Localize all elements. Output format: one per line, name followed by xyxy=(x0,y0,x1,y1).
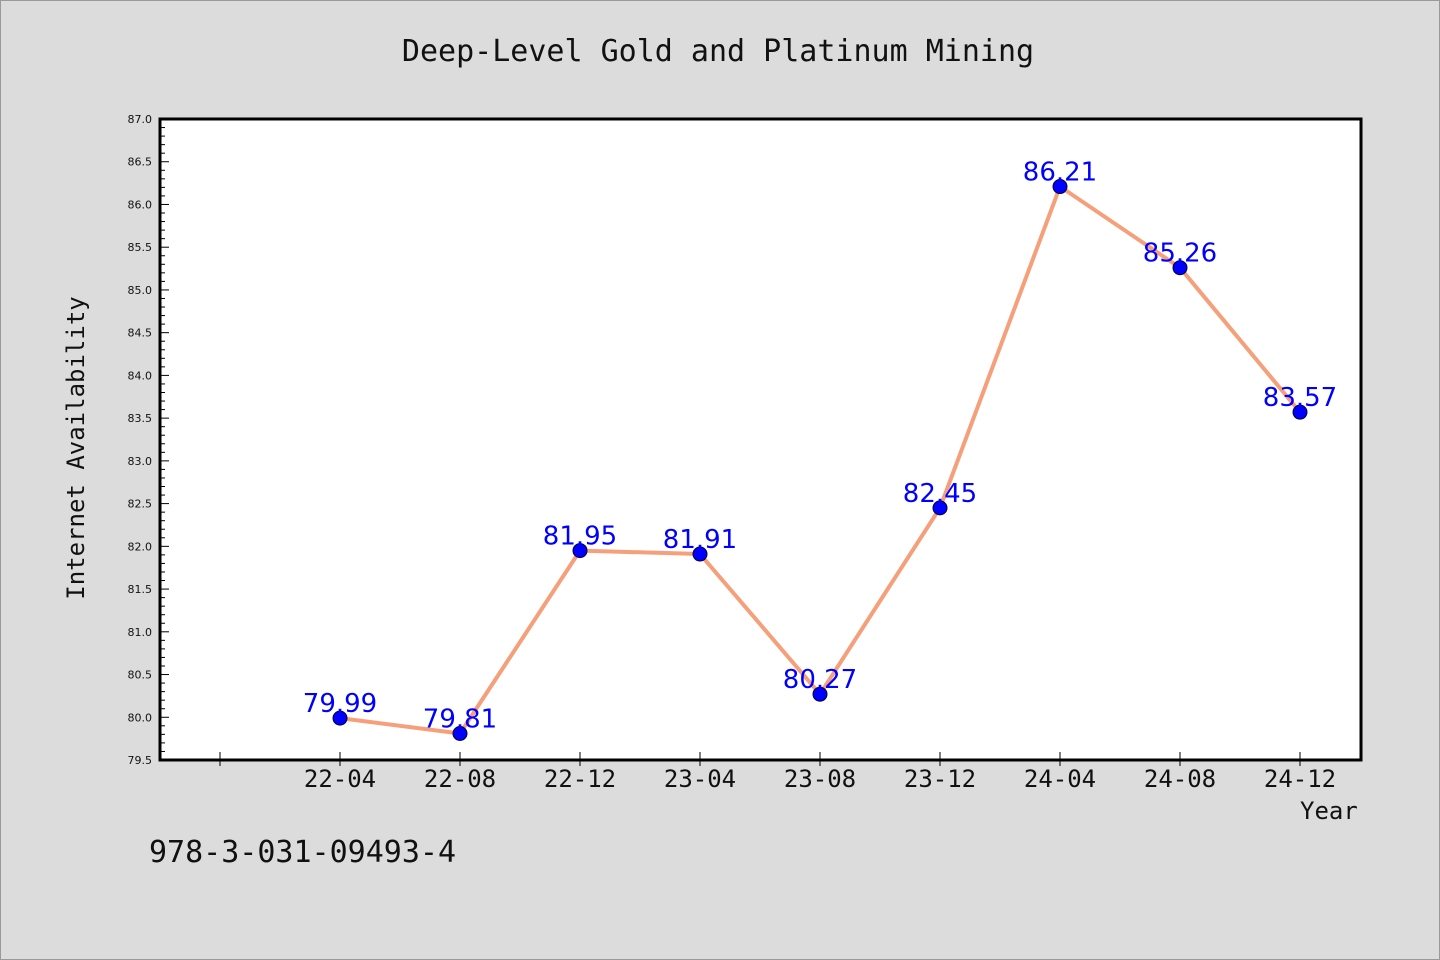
data-label: 79.81 xyxy=(423,705,497,735)
data-label: 79.99 xyxy=(303,689,377,719)
y-tick-label: 84.5 xyxy=(128,327,153,340)
data-point-marker xyxy=(812,686,828,702)
x-tick-label: 22-12 xyxy=(544,765,616,793)
data-label: 81.95 xyxy=(543,522,617,552)
x-tick-label: 24-04 xyxy=(1024,765,1096,793)
y-axis-ticks: 79.5 80.0 80.5 81.0 81.5 82.0 82.5 83.0 83.5 84.0… xyxy=(128,113,169,767)
data-labels-group: 79.99 79.81 81.95 81.91 80.27 82.45 86.21 85.26… xyxy=(303,158,1337,735)
chart-title: Deep-Level Gold and Platinum Mining xyxy=(401,34,1035,69)
data-point-marker xyxy=(1172,260,1188,276)
y-tick-label: 82.0 xyxy=(128,540,153,553)
x-axis-label: Year xyxy=(1300,797,1358,825)
y-tick-label: 86.0 xyxy=(128,198,153,211)
isbn-annotation: 978-3-031-09493-4 xyxy=(149,835,457,870)
x-tick-label: 22-08 xyxy=(424,765,496,793)
y-tick-label: 84.0 xyxy=(128,369,153,382)
x-tick-label: 23-12 xyxy=(904,765,976,793)
y-tick-label: 79.5 xyxy=(128,754,153,767)
y-tick-label: 85.0 xyxy=(128,284,153,297)
data-point-marker xyxy=(452,726,468,742)
data-point-marker xyxy=(1292,404,1308,420)
y-tick-label: 80.5 xyxy=(128,669,153,682)
x-tick-label: 24-12 xyxy=(1264,765,1336,793)
data-label: 85.26 xyxy=(1143,239,1217,269)
data-point-marker xyxy=(1052,179,1068,195)
plot-area xyxy=(158,117,1363,762)
x-tick-label: 24-08 xyxy=(1144,765,1216,793)
data-point-marker xyxy=(692,546,708,562)
series-group xyxy=(332,179,1308,742)
data-label: 86.21 xyxy=(1023,158,1097,188)
data-label: 83.57 xyxy=(1263,383,1337,413)
x-tick-label: 23-08 xyxy=(784,765,856,793)
x-axis-ticks: 22-04 22-08 22-12 23-04 23-08 23-12 24-04 24-08… xyxy=(219,752,1336,793)
y-tick-label: 87.0 xyxy=(128,113,153,126)
y-tick-label: 82.5 xyxy=(128,498,153,511)
y-tick-label: 83.0 xyxy=(128,455,153,468)
y-tick-label: 85.5 xyxy=(128,241,153,254)
data-point-marker xyxy=(932,500,948,516)
x-tick-label: 23-04 xyxy=(664,765,736,793)
data-point-marker xyxy=(572,543,588,559)
data-label: 80.27 xyxy=(783,665,857,695)
data-point-marker xyxy=(332,710,348,726)
y-tick-label: 83.5 xyxy=(128,412,153,425)
y-tick-label: 81.5 xyxy=(128,583,153,596)
y-tick-label: 81.0 xyxy=(128,626,153,639)
data-label: 81.91 xyxy=(663,525,737,555)
x-tick-label: 22-04 xyxy=(304,765,376,793)
data-label: 82.45 xyxy=(903,479,977,509)
y-tick-label: 80.0 xyxy=(128,711,153,724)
y-tick-label: 86.5 xyxy=(128,156,153,169)
